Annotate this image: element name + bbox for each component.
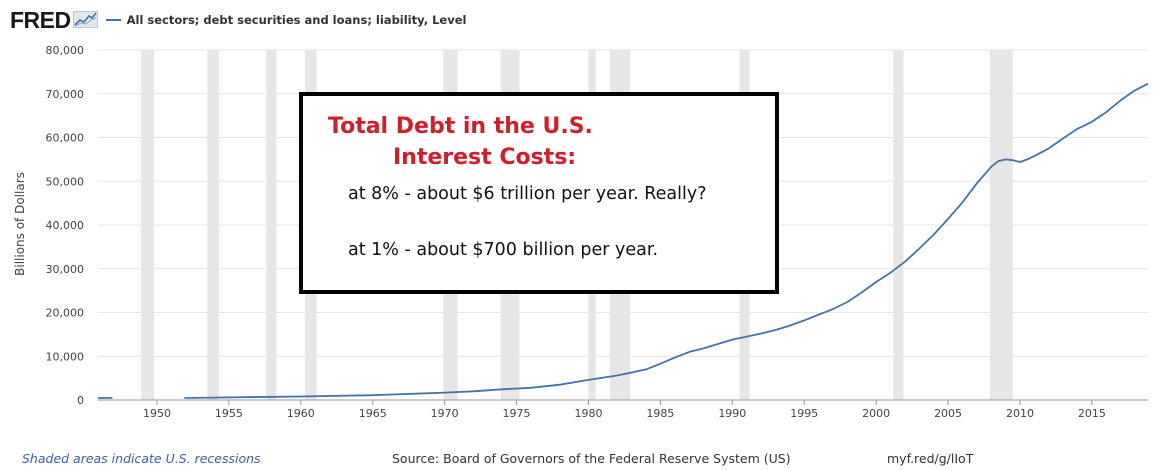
y-tick-label: 70,000 <box>46 88 85 101</box>
x-tick-label: 1975 <box>503 407 531 420</box>
y-tick-label: 20,000 <box>46 307 85 320</box>
x-tick-label: 1990 <box>718 407 746 420</box>
fred-logo-text: FRED <box>10 6 71 33</box>
legend-swatch <box>105 19 121 21</box>
source-note: Source: Board of Governors of the Federa… <box>392 451 791 466</box>
y-tick-label: 50,000 <box>46 175 85 188</box>
y-tick-label: 80,000 <box>46 44 85 57</box>
annotation-box: Total Debt in the U.S. Interest Costs: a… <box>299 92 779 294</box>
series-title: All sectors; debt securities and loans; … <box>126 13 467 27</box>
x-axis: 1950 1955 1960 1965 1970 1975 1980 1985 1990 1995… <box>98 399 1148 420</box>
line-chart: 0 10,000 20,000 30,000 40,000 50,000 60,000 70,… <box>13 44 1149 420</box>
legend-item[interactable]: All sectors; debt securities and loans; … <box>105 13 467 27</box>
x-tick-label: 2000 <box>862 407 890 420</box>
x-tick-label: 1960 <box>287 407 315 420</box>
annotation-line-1-percent: at 1% - about $700 billion per year. <box>348 240 658 260</box>
recession-note: Shaded areas indicate U.S. recessions <box>22 451 261 466</box>
x-tick-label: 1995 <box>790 407 818 420</box>
x-tick-label: 2005 <box>934 407 962 420</box>
x-tick-label: 1950 <box>143 407 171 420</box>
x-tick-label: 1980 <box>574 407 602 420</box>
y-tick-label: 0 <box>77 394 84 407</box>
annotation-title: Total Debt in the U.S. <box>328 114 593 139</box>
line-chart-icon <box>72 7 98 34</box>
x-tick-label: 2010 <box>1006 407 1034 420</box>
y-tick-label: 10,000 <box>46 350 85 363</box>
y-axis-label: Billions of Dollars <box>13 172 27 276</box>
x-tick-label: 1985 <box>646 407 674 420</box>
y-tick-label: 30,000 <box>46 263 85 276</box>
x-tick-label: 1970 <box>431 407 459 420</box>
x-tick-label: 1955 <box>215 407 243 420</box>
annotation-subtitle: Interest Costs: <box>393 145 576 170</box>
short-link[interactable]: myf.red/g/lIoT <box>887 451 974 466</box>
x-tick-label: 2015 <box>1078 407 1106 420</box>
y-axis: 0 10,000 20,000 30,000 40,000 50,000 60,000 70,… <box>46 44 85 407</box>
y-tick-label: 40,000 <box>46 219 85 232</box>
data-series <box>97 82 1149 399</box>
chart-header: FRED All sectors; debt securities and lo… <box>10 6 466 34</box>
annotation-line-8-percent: at 8% - about $6 trillion per year. Real… <box>348 184 707 204</box>
y-tick-label: 60,000 <box>46 132 85 145</box>
series-line <box>184 82 1149 399</box>
fred-logo[interactable]: FRED <box>10 7 98 34</box>
x-tick-label: 1965 <box>359 407 387 420</box>
